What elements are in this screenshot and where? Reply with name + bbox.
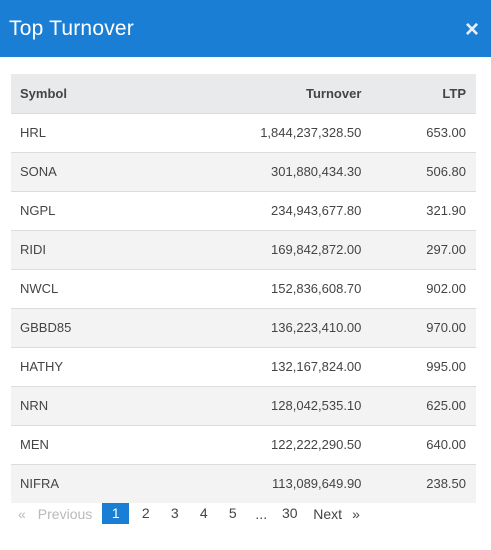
double-left-arrow-icon: «	[18, 505, 26, 522]
cell-ltp: 625.00	[426, 398, 466, 413]
cell-ltp: 238.50	[426, 476, 466, 492]
cell-symbol[interactable]: NIFRA	[20, 476, 59, 492]
cell-turnover: 234,943,677.80	[271, 203, 362, 218]
cell-symbol[interactable]: MEN	[20, 437, 49, 452]
table-header-row: Symbol Turnover LTP	[11, 74, 476, 113]
cell-turnover: 169,842,872.00	[271, 242, 362, 257]
table-row: HRL 1,844,237,328.50 653.00	[11, 113, 476, 152]
cell-turnover: 136,223,410.00	[271, 320, 362, 335]
column-header-turnover[interactable]: Turnover	[306, 85, 362, 101]
column-header-symbol[interactable]: Symbol	[20, 85, 67, 101]
table-row: HATHY 132,167,824.00 995.00	[11, 347, 476, 386]
modal-body: Symbol Turnover LTP HRL 1,844,237,328.50…	[0, 57, 491, 503]
table-row: SONA 301,880,434.30 506.80	[11, 152, 476, 191]
cell-symbol[interactable]: NWCL	[20, 281, 59, 296]
page-30-button[interactable]: 30	[281, 505, 298, 521]
cell-turnover: 122,222,290.50	[271, 437, 362, 452]
cell-ltp: 506.80	[426, 164, 466, 179]
cell-symbol[interactable]: HATHY	[20, 359, 64, 374]
cell-ltp: 902.00	[426, 281, 466, 296]
double-right-arrow-icon: »	[352, 505, 360, 522]
cell-symbol[interactable]: GBBD85	[20, 320, 72, 335]
cell-ltp: 653.00	[426, 125, 466, 140]
cell-turnover: 1,844,237,328.50	[260, 125, 362, 140]
table-row: NIFRA 113,089,649.90 238.50	[11, 464, 476, 503]
table-row: GBBD85 136,223,410.00 970.00	[11, 308, 476, 347]
table-row: NWCL 152,836,608.70 902.00	[11, 269, 476, 308]
cell-ltp: 640.00	[426, 437, 466, 452]
cell-turnover: 152,836,608.70	[271, 281, 362, 296]
pagination: « Previous 1 2 3 4 5 ... 30 Next »	[11, 503, 360, 524]
next-label: Next	[313, 505, 343, 522]
cell-symbol[interactable]: RIDI	[20, 242, 46, 257]
previous-label: Previous	[37, 505, 93, 522]
page-1-button[interactable]: 1	[102, 503, 130, 524]
cell-ltp: 995.00	[426, 359, 466, 374]
cell-ltp: 321.90	[426, 203, 466, 218]
table-body: HRL 1,844,237,328.50 653.00 SONA 301,880…	[11, 113, 476, 503]
turnover-table: Symbol Turnover LTP HRL 1,844,237,328.50…	[11, 74, 476, 503]
cell-ltp: 970.00	[426, 320, 466, 335]
cell-ltp: 297.00	[426, 242, 466, 257]
close-icon[interactable]: ×	[464, 15, 479, 43]
modal-header: Top Turnover ×	[0, 0, 491, 57]
cell-symbol[interactable]: SONA	[20, 164, 57, 179]
table-row: RIDI 169,842,872.00 297.00	[11, 230, 476, 269]
cell-turnover: 128,042,535.10	[271, 398, 362, 413]
page-5-button[interactable]: 5	[228, 505, 237, 521]
column-header-ltp[interactable]: LTP	[442, 85, 466, 101]
table-row: MEN 122,222,290.50 640.00	[11, 425, 476, 464]
cell-symbol[interactable]: NGPL	[20, 203, 56, 218]
cell-symbol[interactable]: NRN	[20, 398, 49, 413]
modal-title: Top Turnover	[9, 16, 134, 40]
page-3-button[interactable]: 3	[170, 505, 179, 521]
page-4-button[interactable]: 4	[199, 505, 208, 521]
cell-turnover: 301,880,434.30	[271, 164, 362, 179]
cell-symbol[interactable]: HRL	[20, 125, 47, 140]
next-button[interactable]: Next »	[313, 506, 360, 522]
previous-button[interactable]: « Previous	[18, 506, 92, 522]
table-row: NRN 128,042,535.10 625.00	[11, 386, 476, 425]
cell-turnover: 113,089,649.90	[272, 476, 362, 492]
pagination-ellipsis: ...	[255, 505, 268, 522]
cell-turnover: 132,167,824.00	[271, 359, 362, 374]
page-2-button[interactable]: 2	[141, 505, 150, 521]
table-row: NGPL 234,943,677.80 321.90	[11, 191, 476, 230]
